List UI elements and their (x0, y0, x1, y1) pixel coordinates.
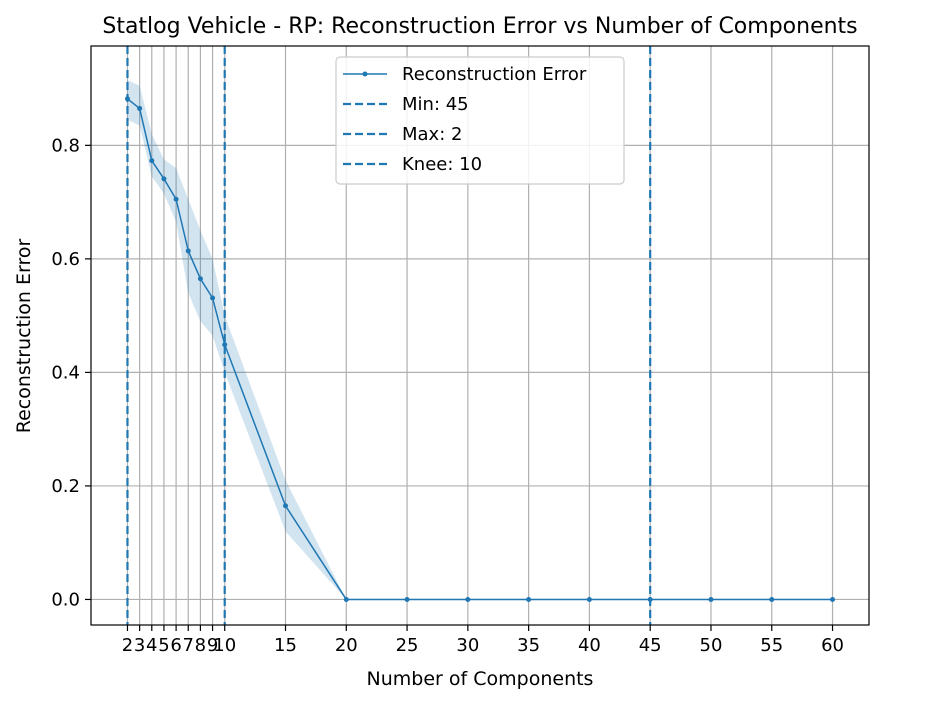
x-tick-label: 45 (639, 635, 662, 656)
x-tick-label: 40 (578, 635, 601, 656)
data-point (161, 176, 167, 182)
x-tick-label: 30 (456, 635, 479, 656)
data-point (222, 342, 228, 348)
data-point (149, 158, 155, 164)
legend-label-reconstruction-error: Reconstruction Error (402, 64, 587, 85)
legend-label-max: Max: 2 (402, 124, 462, 145)
y-tick-label: 0.8 (51, 135, 80, 156)
x-tick-label: 9 (207, 635, 218, 656)
x-tick-label: 60 (821, 635, 844, 656)
data-point (404, 596, 410, 602)
plot-frame (90, 45, 870, 626)
data-point (185, 248, 191, 254)
data-point (124, 96, 130, 102)
data-point (647, 596, 653, 602)
x-tick-label: 5 (158, 635, 169, 656)
y-tick-label: 0.0 (51, 589, 80, 610)
x-tick-label: 20 (335, 635, 358, 656)
line-layer (124, 96, 836, 602)
data-point (586, 596, 592, 602)
data-point (769, 596, 775, 602)
legend: Reconstruction Error Min: 45 Max: 2 Knee… (335, 56, 625, 185)
legend-label-min: Min: 45 (402, 94, 469, 115)
x-tick-label: 10 (213, 635, 236, 656)
legend-label-knee: Knee: 10 (402, 154, 482, 175)
data-point (830, 596, 836, 602)
chart-title: Statlog Vehicle - RP: Reconstruction Err… (102, 14, 857, 39)
x-tick-label: 15 (274, 635, 297, 656)
data-point (137, 105, 143, 111)
x-tick-label: 7 (183, 635, 194, 656)
data-point (197, 276, 203, 282)
y-tick-label: 0.2 (51, 476, 80, 497)
data-point (283, 503, 288, 509)
data-point (343, 596, 349, 602)
x-axis-label: Number of Components (367, 668, 594, 690)
tick-layer: 2 3 4 5 6 7 8 910 15 20 25 30 35 40 45 50 55 600.00.20.40… (51, 135, 844, 656)
y-tick-label: 0.4 (51, 362, 80, 383)
x-tick-label: 35 (517, 635, 540, 656)
data-point (465, 596, 471, 602)
legend-marker-swatch (362, 71, 368, 77)
data-point (210, 295, 216, 301)
data-point (526, 596, 532, 602)
x-tick-label: 6 (170, 635, 181, 656)
data-point (173, 196, 179, 202)
x-tick-label: 4 (146, 635, 157, 656)
legend-box (335, 56, 625, 185)
y-axis-label: Reconstruction Error (13, 239, 35, 434)
x-tick-label: 25 (396, 635, 419, 656)
vline-layer (126, 46, 652, 625)
x-tick-label: 55 (760, 635, 783, 656)
x-tick-label: 50 (700, 635, 723, 656)
y-tick-label: 0.6 (51, 249, 80, 270)
data-point (708, 596, 714, 602)
x-tick-label: 8 (195, 635, 206, 656)
x-tick-label: 2 (122, 635, 133, 656)
x-tick-label: 3 (134, 635, 145, 656)
